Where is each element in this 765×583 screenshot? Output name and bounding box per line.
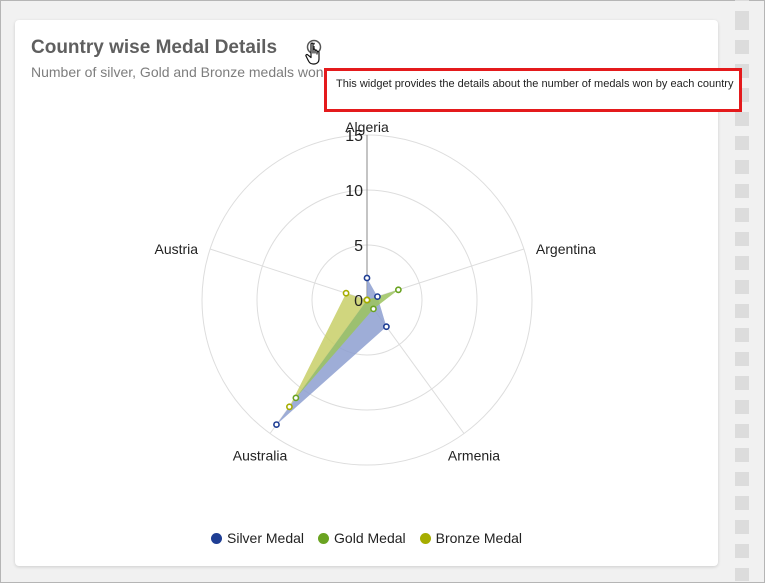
- category-label: Algeria: [345, 119, 389, 135]
- radar-spoke: [209, 248, 368, 301]
- data-point[interactable]: [273, 421, 280, 428]
- widget-title: Country wise Medal Details: [31, 37, 278, 58]
- info-tooltip: This widget provides the details about t…: [324, 68, 742, 112]
- hand-pointer-icon: [305, 42, 320, 65]
- legend-label: Bronze Medal: [435, 530, 523, 546]
- legend-item-bronze-medal[interactable]: Bronze Medal: [419, 530, 523, 546]
- legend-label: Silver Medal: [227, 530, 305, 546]
- radial-tick-label: 5: [354, 238, 363, 255]
- category-label: Armenia: [448, 447, 500, 463]
- data-point[interactable]: [286, 403, 293, 411]
- data-point[interactable]: [370, 305, 377, 313]
- legend-label: Gold Medal: [334, 530, 406, 546]
- data-point[interactable]: [394, 286, 402, 294]
- data-point[interactable]: [363, 274, 371, 282]
- legend-item-silver-medal[interactable]: Silver Medal: [211, 530, 304, 546]
- data-point[interactable]: [374, 293, 381, 301]
- legend-item-gold-medal[interactable]: Gold Medal: [318, 530, 406, 546]
- series-area-bronze-medal[interactable]: [289, 293, 367, 407]
- data-point[interactable]: [292, 394, 300, 402]
- data-point[interactable]: [342, 289, 350, 297]
- widget-subtitle: Number of silver, Gold and Bronze medals…: [31, 64, 327, 80]
- radial-tick-label: 10: [345, 183, 363, 200]
- legend-marker: [211, 532, 222, 544]
- scrollbar-track[interactable]: [735, 0, 749, 581]
- radial-tick-label: 0: [354, 293, 363, 310]
- chart-legend: Silver Medal Gold Medal Bronze Medal: [211, 529, 522, 547]
- category-label: Argentina: [536, 241, 596, 257]
- radial-tick-label: 15: [345, 128, 363, 145]
- tooltip-text: This widget provides the details about t…: [336, 78, 734, 90]
- radar-series: [273, 274, 402, 428]
- category-label: Australia: [233, 447, 288, 463]
- legend-marker: [318, 532, 330, 544]
- category-label: Austria: [154, 241, 198, 257]
- data-point[interactable]: [363, 296, 371, 304]
- data-point[interactable]: [382, 323, 390, 331]
- legend-marker: [419, 532, 431, 544]
